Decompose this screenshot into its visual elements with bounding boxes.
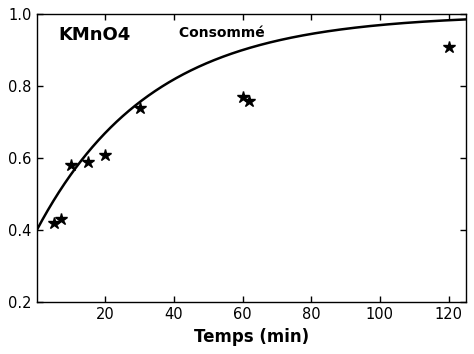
Text: KMnO4: KMnO4 — [58, 26, 130, 44]
Text: Consommé: Consommé — [174, 26, 264, 40]
X-axis label: Temps (min): Temps (min) — [193, 328, 309, 346]
